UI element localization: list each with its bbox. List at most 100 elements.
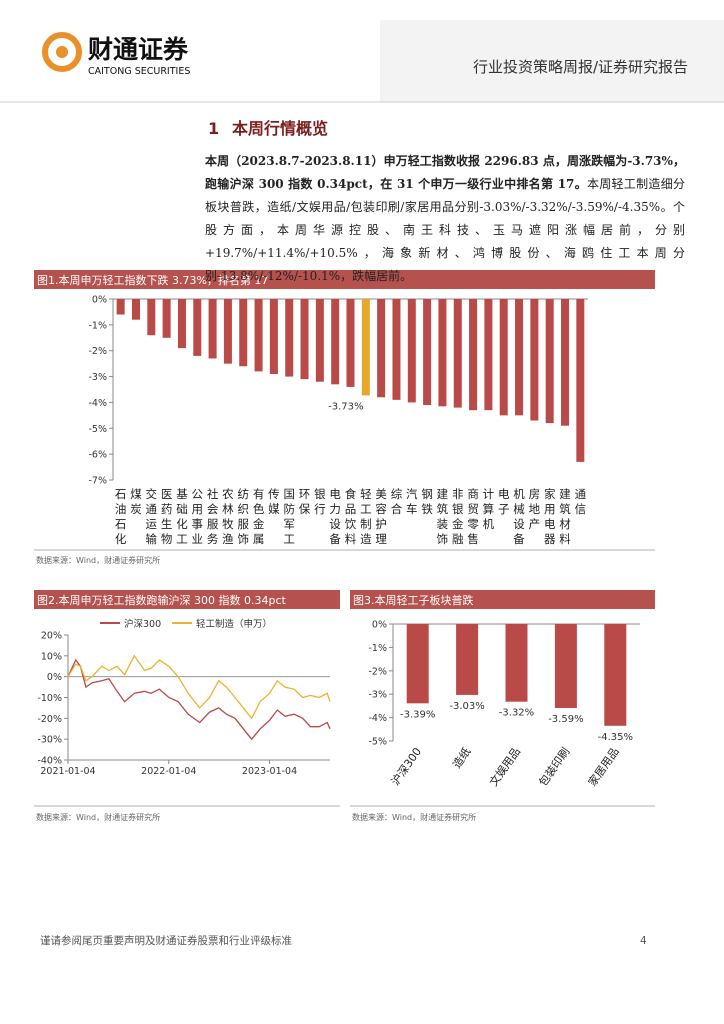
- x-tick-label: 电力设备: [328, 488, 342, 548]
- bar: [177, 299, 186, 349]
- y-tick-label: 0%: [47, 672, 62, 683]
- value-label: -3.73%: [328, 401, 363, 412]
- y-tick-label: -10%: [37, 693, 62, 704]
- y-tick-label: -4%: [369, 713, 388, 724]
- bar: [254, 299, 263, 372]
- chart-source: 数据来源：Wind，财通证券研究所: [352, 812, 476, 822]
- x-tick-label: 美容护理: [374, 487, 388, 548]
- bar: [484, 299, 493, 411]
- bar: [223, 299, 232, 364]
- x-tick-label: 商贸零售: [466, 487, 480, 548]
- report-type: 行业投资策略周报/证券研究报告: [473, 58, 688, 76]
- chart-source: 数据来源：Wind，财通证券研究所: [36, 812, 160, 822]
- x-tick-label: 家居用品: [585, 745, 622, 789]
- bar: [456, 624, 479, 695]
- x-tick-label: 包装印刷: [536, 745, 572, 788]
- bar: [239, 299, 248, 367]
- bar: [131, 299, 140, 320]
- x-tick-label: 计算机: [481, 488, 495, 533]
- x-tick-label: 轻工制造: [359, 487, 373, 548]
- y-tick-label: -4%: [89, 398, 108, 409]
- x-tick-label: 社会服务: [206, 487, 220, 548]
- bar: [392, 299, 401, 400]
- brand: 财通证券: [88, 35, 189, 64]
- legend-label: 沪深300: [124, 618, 161, 630]
- bar: [576, 299, 585, 462]
- section-title: 本周行情概览: [232, 119, 328, 138]
- x-tick-label: 钢铁: [420, 488, 434, 518]
- x-tick-label: 农林牧渔: [221, 487, 235, 548]
- brand-en: CAITONG SECURITIES: [88, 66, 190, 77]
- x-tick-label: 传媒: [267, 487, 281, 518]
- x-tick-label: 银行: [313, 487, 327, 518]
- bar: [515, 299, 524, 416]
- x-tick-label: 建筑装饰: [435, 487, 449, 548]
- chart-title-bar: [350, 590, 655, 609]
- bar: [554, 624, 577, 709]
- x-tick-label: 家用电器: [543, 487, 557, 548]
- bar: [530, 299, 539, 421]
- chart-title-bar: [34, 590, 340, 609]
- value-label: -3.03%: [449, 701, 484, 712]
- chart-title: 图1.本周申万轻工指数下跌 3.73%，排名第 17: [37, 273, 268, 287]
- chart-title: 图2.本周申万轻工指数跑输沪深 300 指数 0.34pct: [37, 593, 287, 607]
- y-tick-label: 10%: [41, 651, 62, 662]
- x-tick-label: 建筑材料: [558, 487, 572, 548]
- logo-icon: [42, 32, 82, 72]
- bar: [604, 624, 627, 726]
- y-tick-label: -7%: [89, 476, 108, 487]
- x-tick-label: 2023-01-04: [242, 766, 297, 777]
- x-tick-label: 医药生物: [160, 488, 174, 548]
- x-tick-label: 通信: [573, 488, 587, 518]
- line-series: [67, 658, 331, 741]
- legend-label: 轻工制造（申万）: [196, 618, 272, 630]
- x-tick-label: 环保: [298, 488, 312, 518]
- chart-title-bar: [34, 270, 655, 289]
- x-tick-label: 纺织服饰: [236, 487, 250, 548]
- bar: [361, 299, 370, 396]
- x-tick-label: 沪深300: [388, 745, 424, 788]
- value-label: -3.59%: [548, 714, 583, 725]
- x-tick-label: 综合: [389, 487, 403, 518]
- bar: [346, 299, 355, 387]
- bar: [453, 299, 462, 408]
- page-number: 4: [640, 935, 647, 947]
- y-tick-label: 0%: [92, 295, 107, 306]
- bar: [406, 624, 429, 704]
- bar: [269, 299, 278, 374]
- bar: [499, 299, 508, 416]
- x-tick-label: 2022-01-04: [141, 766, 196, 777]
- y-tick-label: -30%: [37, 735, 62, 746]
- value-label: -3.39%: [400, 709, 435, 720]
- x-tick-label: 文娱用品: [486, 745, 523, 789]
- y-tick-label: -40%: [37, 756, 62, 767]
- x-tick-label: 有色金属: [252, 487, 266, 548]
- x-tick-label: 造纸: [449, 745, 473, 771]
- summary-paragraph: 本周（2023.8.7-2023.8.11）申万轻工指数收报 2296.83 点…: [205, 150, 685, 288]
- header-background: [380, 20, 724, 102]
- value-label: -3.32%: [499, 708, 534, 719]
- logo-icon-center: [56, 46, 68, 58]
- y-tick-label: -2%: [89, 346, 108, 357]
- x-tick-label: 交通运输: [144, 487, 158, 548]
- bar: [162, 299, 171, 338]
- bar: [285, 299, 294, 377]
- x-tick-label: 汽车: [405, 487, 419, 518]
- summary-bold: 本周（2023.8.7-2023.8.11）申万轻工指数收报 2296.83 点…: [205, 154, 685, 191]
- x-tick-label: 石油石化: [114, 488, 128, 548]
- bar: [377, 299, 386, 398]
- bar: [545, 299, 554, 424]
- value-label: -4.35%: [598, 732, 633, 743]
- bar: [438, 299, 447, 407]
- y-tick-label: -2%: [369, 666, 388, 677]
- y-tick-label: 20%: [41, 631, 62, 642]
- x-tick-label: 机械设备: [512, 487, 526, 548]
- y-tick-label: -5%: [369, 737, 388, 748]
- y-tick-label: -1%: [89, 320, 108, 331]
- bar: [561, 299, 570, 426]
- bar: [423, 299, 432, 406]
- y-tick-label: -3%: [89, 372, 108, 383]
- y-tick-label: -5%: [89, 424, 108, 435]
